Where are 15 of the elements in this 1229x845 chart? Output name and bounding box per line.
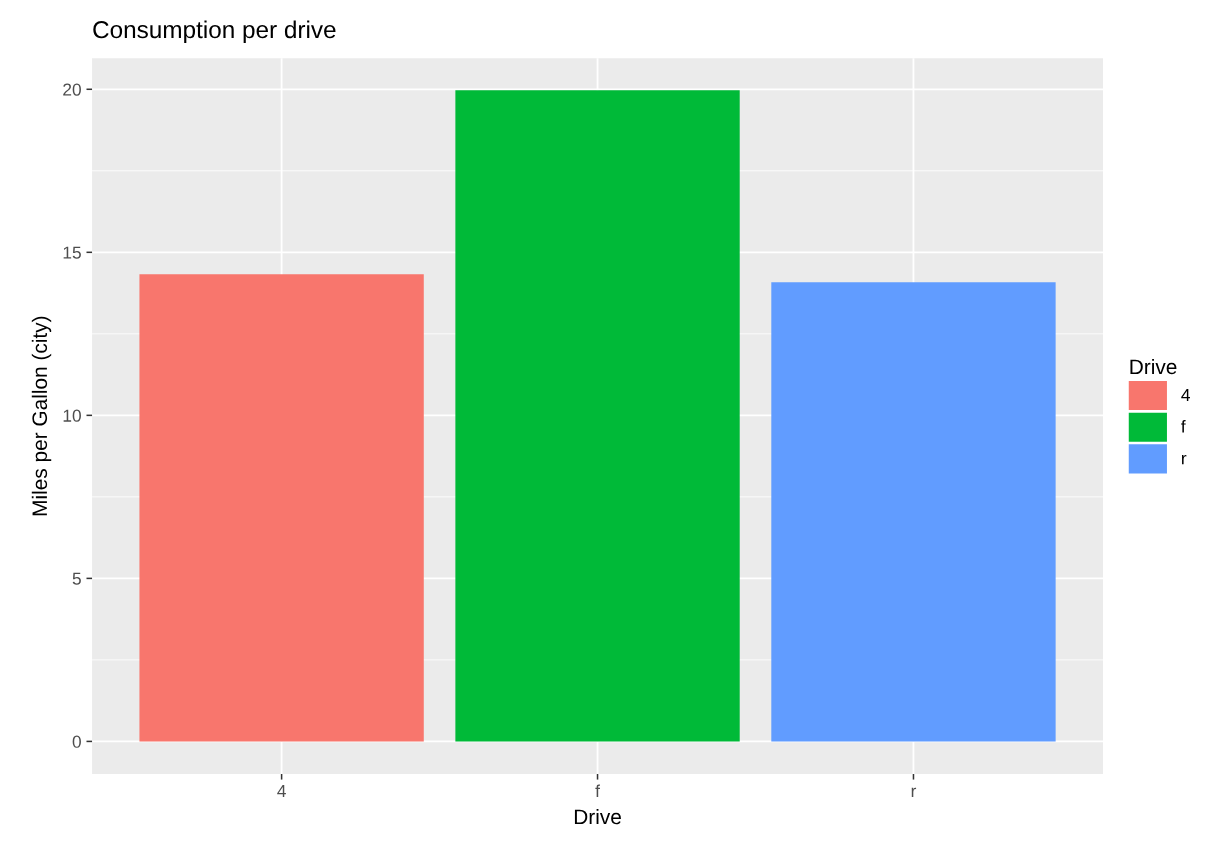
- y-tick-label: 0: [72, 735, 81, 748]
- y-axis-title: Miles per Gallon (city): [31, 316, 52, 516]
- legend-label: r: [1182, 454, 1187, 465]
- chart-title: Consumption per drive: [93, 20, 336, 44]
- x-tick-label: r: [911, 787, 917, 798]
- y-tick-label: 10: [63, 409, 81, 422]
- y-tick-label: 15: [63, 246, 81, 259]
- x-tick-label: f: [595, 784, 600, 798]
- x-axis-title: Drive: [574, 808, 621, 825]
- legend-label: f: [1181, 420, 1186, 433]
- y-tick-label: 5: [72, 572, 81, 585]
- legend-label: 4: [1181, 388, 1190, 401]
- y-tick-label: 20: [63, 83, 81, 96]
- x-tick-label: 4: [277, 785, 286, 798]
- legend-title: Drive: [1130, 358, 1177, 375]
